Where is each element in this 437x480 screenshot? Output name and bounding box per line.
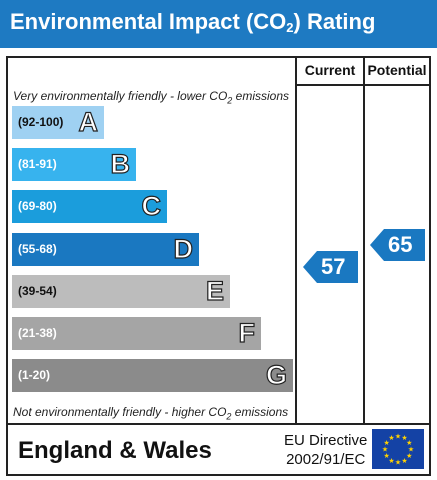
note-bottom: Not environmentally friendly - higher CO… bbox=[13, 405, 289, 422]
band-f: (21-38) F bbox=[12, 317, 261, 350]
region-label: England & Wales bbox=[18, 437, 212, 464]
band-c: (69-80) C bbox=[12, 190, 167, 223]
column-header-current: Current bbox=[304, 62, 356, 78]
flag-star-icon: ★ bbox=[406, 452, 412, 460]
chart-title: Environmental Impact (CO2) Rating bbox=[10, 9, 376, 35]
current-rating-arrow: 57 bbox=[303, 251, 358, 283]
flag-star-icon: ★ bbox=[384, 439, 390, 447]
band-range-b: (81-91) bbox=[18, 157, 57, 171]
header-banner: Environmental Impact (CO2) Rating bbox=[0, 0, 437, 48]
flag-star-icon: ★ bbox=[406, 439, 412, 447]
flag-star-icon: ★ bbox=[384, 452, 390, 460]
band-a: (92-100) A bbox=[12, 106, 104, 139]
flag-star-icon: ★ bbox=[382, 446, 388, 454]
rating-table: Current Potential Very environmentally f… bbox=[6, 56, 431, 476]
band-d: (55-68) D bbox=[12, 233, 199, 266]
band-b: (81-91) B bbox=[12, 148, 136, 181]
potential-rating-arrow-value: 65 bbox=[388, 232, 413, 257]
flag-star-icon: ★ bbox=[401, 434, 407, 442]
flag-star-icon: ★ bbox=[408, 446, 414, 454]
flag-star-icon: ★ bbox=[401, 457, 407, 465]
band-g: (1-20) G bbox=[12, 359, 293, 392]
directive-line-1: EU Directive bbox=[284, 432, 368, 449]
band-range-f: (21-38) bbox=[18, 326, 57, 340]
band-letter-d: D bbox=[173, 233, 194, 264]
flag-star-icon: ★ bbox=[395, 459, 401, 467]
divider-potential bbox=[363, 58, 365, 425]
column-header-potential: Potential bbox=[367, 62, 427, 78]
eu-flag-icon: ★ ★ ★ ★ ★ ★ ★ ★ ★ ★ ★ ★ bbox=[372, 429, 424, 469]
band-letter-a: A bbox=[78, 106, 99, 137]
band-range-g: (1-20) bbox=[18, 368, 51, 382]
directive-text: EU Directive 2002/91/EC bbox=[284, 431, 367, 469]
directive-line-2: 2002/91/EC bbox=[286, 451, 366, 468]
band-letter-g: G bbox=[265, 359, 287, 390]
band-range-c: (69-80) bbox=[18, 199, 57, 213]
flag-star-icon: ★ bbox=[395, 433, 401, 441]
flag-star-icon: ★ bbox=[388, 457, 394, 465]
band-range-d: (55-68) bbox=[18, 242, 57, 256]
band-letter-e: E bbox=[205, 275, 224, 306]
header-underline bbox=[295, 84, 429, 86]
flag-star-icon: ★ bbox=[388, 434, 394, 442]
band-letter-f: F bbox=[238, 317, 256, 348]
potential-rating-arrow: 65 bbox=[370, 229, 425, 261]
note-top: Very environmentally friendly - lower CO… bbox=[13, 89, 289, 106]
current-rating-arrow-value: 57 bbox=[321, 254, 346, 279]
band-letter-b: B bbox=[110, 148, 131, 179]
footer-divider bbox=[8, 423, 429, 425]
band-range-e: (39-54) bbox=[18, 284, 57, 298]
band-letter-c: C bbox=[141, 190, 162, 221]
divider-current bbox=[295, 58, 297, 425]
band-e: (39-54) E bbox=[12, 275, 230, 308]
band-range-a: (92-100) bbox=[18, 115, 64, 129]
